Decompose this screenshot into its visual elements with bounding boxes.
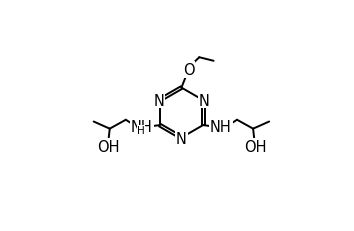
Text: OH: OH (244, 140, 266, 154)
Text: N: N (176, 131, 187, 146)
Text: N: N (153, 93, 164, 108)
Text: NH: NH (131, 120, 153, 135)
Text: NH: NH (210, 120, 232, 135)
Text: O: O (183, 63, 194, 78)
Text: OH: OH (97, 140, 119, 154)
Text: H: H (137, 126, 145, 136)
Text: N: N (199, 93, 210, 108)
